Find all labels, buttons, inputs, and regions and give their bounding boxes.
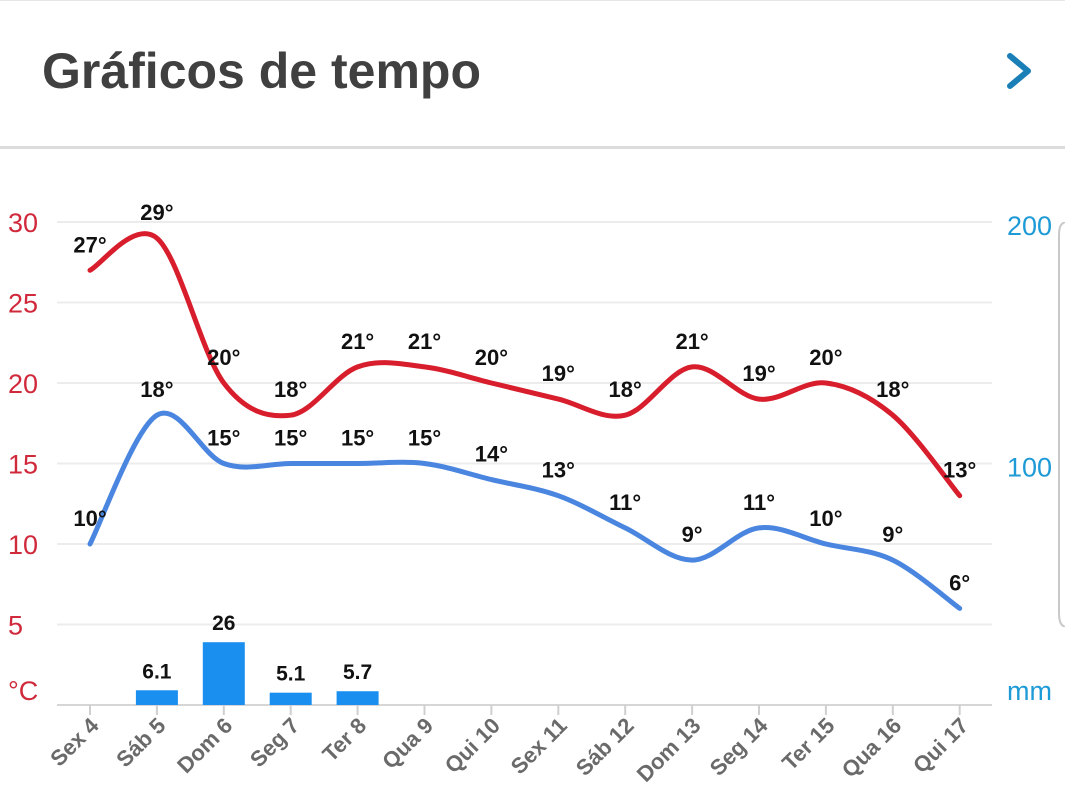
precip-bar xyxy=(135,690,178,705)
min-temp-label: 15° xyxy=(274,426,307,451)
min-temp-label: 18° xyxy=(140,377,173,402)
precip-bar-label: 5.1 xyxy=(276,663,306,686)
x-tick-label: Sáb 12 xyxy=(571,713,639,781)
x-tick-label: Qua 16 xyxy=(837,713,907,783)
max-temp-label: 18° xyxy=(876,377,909,402)
y-left-tick-label: 15 xyxy=(8,450,38,480)
max-temp-label: 20° xyxy=(207,345,240,370)
x-tick-label: Sex 11 xyxy=(506,713,572,779)
min-temp-label: 15° xyxy=(408,426,441,451)
precip-bar-label: 5.7 xyxy=(343,661,372,684)
max-temp-label: 20° xyxy=(475,345,508,370)
chevron-right-icon[interactable] xyxy=(1000,46,1040,96)
temp-point-labels: 27° 29° 20° 18° 21° 21° 20° 19° 18° 21° 19° 20° 18° 1… xyxy=(73,200,976,595)
y-axis-left: 30 25 20 15 10 5 °C xyxy=(8,208,38,706)
min-temp-label: 11° xyxy=(609,490,641,515)
max-temp-label: 21° xyxy=(675,329,708,354)
x-tick-label: Ter 8 xyxy=(317,713,371,767)
y-right-tick-label: 200 xyxy=(1007,211,1052,241)
precip-bar-labels: 6.1 26 5.1 5.7 xyxy=(142,612,372,685)
max-temp-label: 19° xyxy=(742,361,775,386)
page-title: Gráficos de tempo xyxy=(42,43,481,99)
max-temp-label: 21° xyxy=(408,329,441,354)
x-tick-label: Dom 6 xyxy=(172,713,237,778)
y-left-tick-label: 10 xyxy=(8,530,38,560)
temp-lines xyxy=(87,231,963,611)
max-temp-label: 13° xyxy=(943,458,976,483)
y-right-tick-label: 100 xyxy=(1007,453,1052,483)
min-temp-label: 14° xyxy=(475,442,508,467)
x-tick-label: Ter 15 xyxy=(777,713,839,775)
y-left-tick-label: 5 xyxy=(8,611,23,641)
y-left-unit-label: °C xyxy=(8,676,38,706)
x-tick-label: Qui 17 xyxy=(908,713,973,778)
top-border xyxy=(0,0,1065,1)
x-tick-label: Qua 9 xyxy=(377,713,438,774)
max-temp-label: 27° xyxy=(73,232,106,257)
header-divider xyxy=(0,146,1065,149)
max-temp-line xyxy=(87,231,963,499)
min-temp-label: 9° xyxy=(682,522,703,547)
x-tick-label: Sáb 5 xyxy=(111,713,170,772)
max-temp-label: 20° xyxy=(809,345,842,370)
precip-bars xyxy=(135,642,379,705)
min-temp-label: 11° xyxy=(743,490,775,515)
precip-bar-label: 26 xyxy=(212,612,235,635)
y-left-tick-label: 20 xyxy=(8,369,38,399)
precip-bar xyxy=(202,642,245,705)
x-axis: Sex 4 Sáb 5 Dom 6 Seg 7 Ter 8 Qua 9 Qui 10 Sex … xyxy=(45,705,973,787)
y-left-tick-label: 25 xyxy=(8,289,38,319)
x-tick-label: Dom 13 xyxy=(632,713,706,787)
precip-bar-label: 6.1 xyxy=(142,660,172,683)
y-left-tick-label: 30 xyxy=(8,208,38,238)
min-temp-label: 15° xyxy=(207,426,240,451)
min-temp-label: 10° xyxy=(809,506,842,531)
scrollbar[interactable] xyxy=(1058,222,1065,627)
precip-bar xyxy=(336,691,379,705)
x-tick-label: Qui 10 xyxy=(440,713,505,778)
max-temp-label: 18° xyxy=(609,377,642,402)
y-right-unit-label: mm xyxy=(1007,676,1052,706)
min-temp-label: 10° xyxy=(73,506,106,531)
max-temp-label: 18° xyxy=(274,377,307,402)
min-temp-label: 15° xyxy=(341,426,374,451)
min-temp-label: 13° xyxy=(542,458,575,483)
min-temp-label: 9° xyxy=(882,522,903,547)
x-tick-label: Seg 14 xyxy=(705,712,773,780)
max-temp-label: 29° xyxy=(140,200,173,225)
x-tick-label: Sex 4 xyxy=(45,712,104,771)
min-temp-line xyxy=(87,410,963,611)
max-temp-label: 19° xyxy=(542,361,575,386)
max-temp-label: 21° xyxy=(341,329,374,354)
chart-grid xyxy=(57,221,992,706)
y-axis-right: 200 100 mm xyxy=(1007,211,1052,706)
precip-bar xyxy=(269,692,312,705)
min-temp-label: 6° xyxy=(949,570,970,595)
card-header: Gráficos de tempo xyxy=(0,0,1065,146)
x-tick-label: Seg 7 xyxy=(245,713,304,772)
